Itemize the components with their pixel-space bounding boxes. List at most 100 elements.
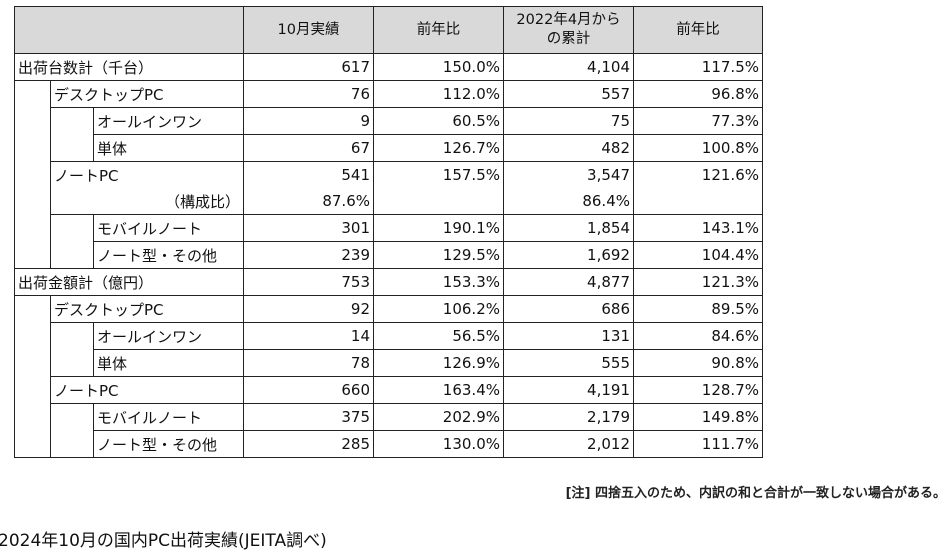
cell-october: 67 [243, 134, 374, 162]
cell-october: 9 [243, 107, 374, 135]
cell-yoy: 126.9% [373, 349, 504, 377]
cell-cumulative: 2,012 [503, 430, 634, 458]
cell-cumulative: 2,179 [503, 403, 634, 431]
table-row: デスクトップPC 92 106.2% 686 89.5% [14, 295, 763, 323]
cell-yoy: 56.5% [373, 322, 504, 350]
cell-cumulative-yoy: 77.3% [633, 107, 763, 135]
table-row: モバイルノート 375 202.9% 2,179 149.8% [14, 403, 763, 431]
indent-cell [14, 322, 51, 350]
table-row: モバイルノート 301 190.1% 1,854 143.1% [14, 214, 763, 242]
indent-cell [14, 376, 51, 404]
cell-october: 92 [243, 295, 374, 323]
indent-cell [50, 214, 94, 242]
row-label: ノート型・その他 [93, 430, 244, 458]
cell-cumulative: 482 [503, 134, 634, 162]
cell-cumulative: 75 [503, 107, 634, 135]
indent-cell [50, 107, 94, 135]
cell-october: 76 [243, 80, 374, 108]
cell-cumulative-yoy: 121.3% [633, 268, 763, 296]
cell-october: 753 [243, 268, 374, 296]
indent-cell [14, 134, 51, 162]
cell-cumulative-yoy: 104.4% [633, 241, 763, 269]
header-blank-cell [14, 6, 244, 54]
cell-yoy: 129.5% [373, 241, 504, 269]
cell-yoy: 60.5% [373, 107, 504, 135]
cell-cumulative: 1,854 [503, 214, 634, 242]
table-row: ノートPC 541 157.5% 3,547 121.6% [14, 161, 763, 188]
cell-yoy: 153.3% [373, 268, 504, 296]
cell-yoy: 130.0% [373, 430, 504, 458]
row-label: オールインワン [93, 107, 244, 135]
cell-cumulative: 4,191 [503, 376, 634, 404]
row-label: 出荷台数計（千台） [14, 53, 244, 81]
cell-october: 660 [243, 376, 374, 404]
cell-cumulative-yoy: 96.8% [633, 80, 763, 108]
ratio-label: （構成比） [50, 188, 244, 215]
rounding-note: [注] 四捨五入のため、内訳の和と合計が一致しない場合がある。 [565, 486, 946, 501]
cell-october: 14 [243, 322, 374, 350]
cell-cumulative: 1,692 [503, 241, 634, 269]
cell-empty [373, 188, 504, 215]
cell-october: 301 [243, 214, 374, 242]
indent-cell [50, 403, 94, 431]
table-row: オールインワン 14 56.5% 131 84.6% [14, 322, 763, 350]
table-row: デスクトップPC 76 112.0% 557 96.8% [14, 80, 763, 108]
cell-cumulative: 3,547 [503, 161, 634, 188]
cell-yoy: 202.9% [373, 403, 504, 431]
indent-cell [14, 161, 51, 188]
row-label: 出荷金額計（億円） [14, 268, 244, 296]
table-row: ノート型・その他 239 129.5% 1,692 104.4% [14, 241, 763, 269]
table-row: 単体 78 126.9% 555 90.8% [14, 349, 763, 377]
row-label: ノートPC [50, 376, 244, 404]
table-row: 出荷台数計（千台） 617 150.0% 4,104 117.5% [14, 53, 763, 81]
cell-october: 541 [243, 161, 374, 188]
cell-cumulative-yoy: 121.6% [633, 161, 763, 188]
table-row: 出荷金額計（億円） 753 153.3% 4,877 121.3% [14, 268, 763, 296]
row-label: ノート型・その他 [93, 241, 244, 269]
indent-cell [14, 403, 51, 431]
header-cumulative-line2: の累計 [546, 31, 591, 47]
cell-yoy: 163.4% [373, 376, 504, 404]
header-yoy-1: 前年比 [373, 6, 504, 54]
indent-cell [50, 430, 94, 458]
cell-october-ratio: 87.6% [243, 188, 374, 215]
row-label: モバイルノート [93, 214, 244, 242]
row-label: ノートPC [50, 161, 244, 188]
cell-cumulative-yoy: 128.7% [633, 376, 763, 404]
indent-cell [14, 80, 51, 108]
figure-caption: 2024年10月の国内PC出荷実績(JEITA調べ) [0, 531, 327, 551]
cell-yoy: 112.0% [373, 80, 504, 108]
cell-october: 239 [243, 241, 374, 269]
row-label: 単体 [93, 349, 244, 377]
indent-cell [14, 214, 51, 242]
cell-cumulative-yoy: 117.5% [633, 53, 763, 81]
row-label: 単体 [93, 134, 244, 162]
cell-cumulative-yoy: 84.6% [633, 322, 763, 350]
header-cumulative: 2022年4月から の累計 [503, 6, 634, 54]
table-header-row: 10月実績 前年比 2022年4月から の累計 前年比 [14, 6, 763, 54]
cell-october: 78 [243, 349, 374, 377]
cell-yoy: 126.7% [373, 134, 504, 162]
cell-yoy: 190.1% [373, 214, 504, 242]
table-row: オールインワン 9 60.5% 75 77.3% [14, 107, 763, 135]
cell-cumulative: 555 [503, 349, 634, 377]
cell-cumulative: 131 [503, 322, 634, 350]
cell-yoy: 150.0% [373, 53, 504, 81]
indent-cell [50, 322, 94, 350]
header-october-actual: 10月実績 [243, 6, 374, 54]
cell-cumulative: 4,104 [503, 53, 634, 81]
row-label: オールインワン [93, 322, 244, 350]
cell-cumulative: 686 [503, 295, 634, 323]
cell-october: 617 [243, 53, 374, 81]
cell-october: 375 [243, 403, 374, 431]
row-label: デスクトップPC [50, 80, 244, 108]
cell-cumulative-yoy: 100.8% [633, 134, 763, 162]
cell-october: 285 [243, 430, 374, 458]
indent-cell [50, 349, 94, 377]
cell-empty [633, 188, 763, 215]
indent-cell [50, 241, 94, 269]
cell-cumulative-yoy: 143.1% [633, 214, 763, 242]
cell-yoy: 157.5% [373, 161, 504, 188]
table-row: ノートPC 660 163.4% 4,191 128.7% [14, 376, 763, 404]
indent-cell [14, 188, 51, 215]
